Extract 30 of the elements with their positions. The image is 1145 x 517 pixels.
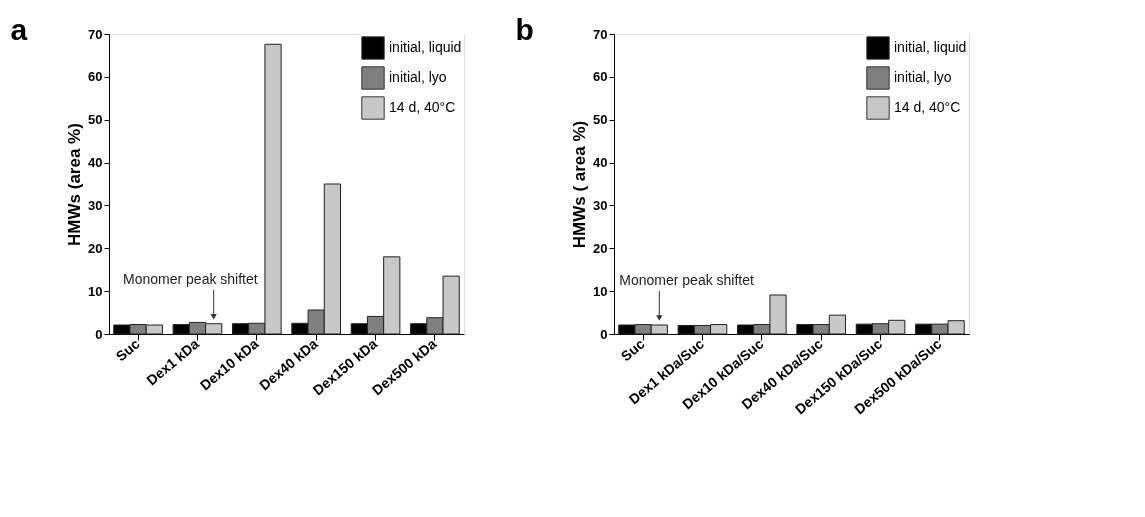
y-tick-label: 20 xyxy=(593,240,608,256)
annotation: Monomer peak shiftet xyxy=(123,270,258,287)
x-tick-label: Suc xyxy=(112,335,143,365)
y-tick-label: 30 xyxy=(88,197,103,213)
y-tick-label: 70 xyxy=(593,26,608,42)
y-tick-label: 0 xyxy=(95,326,103,342)
y-tick-label: 0 xyxy=(600,326,608,342)
y-axis-title: HMWs ( area %) xyxy=(570,120,590,249)
y-tick-label: 20 xyxy=(88,240,103,256)
x-tick-label: Suc xyxy=(617,335,648,365)
y-tick-label: 50 xyxy=(88,112,103,128)
legend-label: 14 d, 40°C xyxy=(894,99,961,115)
legend-label: initial, lyo xyxy=(894,69,952,85)
y-tick-label: 40 xyxy=(593,155,608,171)
chart-title: a xyxy=(10,13,28,46)
legend-label: 14 d, 40°C xyxy=(389,99,456,115)
y-tick-label: 60 xyxy=(593,69,608,85)
legend-label: initial, liquid xyxy=(894,39,967,55)
legend-label: initial, lyo xyxy=(389,69,447,85)
y-axis-title: HMWs (area %) xyxy=(65,123,85,246)
y-tick-label: 10 xyxy=(593,283,608,299)
y-tick-label: 30 xyxy=(593,197,608,213)
y-tick-label: 50 xyxy=(593,112,608,128)
y-tick-label: 10 xyxy=(88,283,103,299)
chart-title: b xyxy=(515,13,534,46)
y-tick-label: 60 xyxy=(88,69,103,85)
annotation: Monomer peak shiftet xyxy=(619,272,755,288)
legend-label: initial, liquid xyxy=(389,39,462,55)
y-tick-label: 40 xyxy=(88,155,103,171)
y-tick-label: 70 xyxy=(88,26,103,42)
